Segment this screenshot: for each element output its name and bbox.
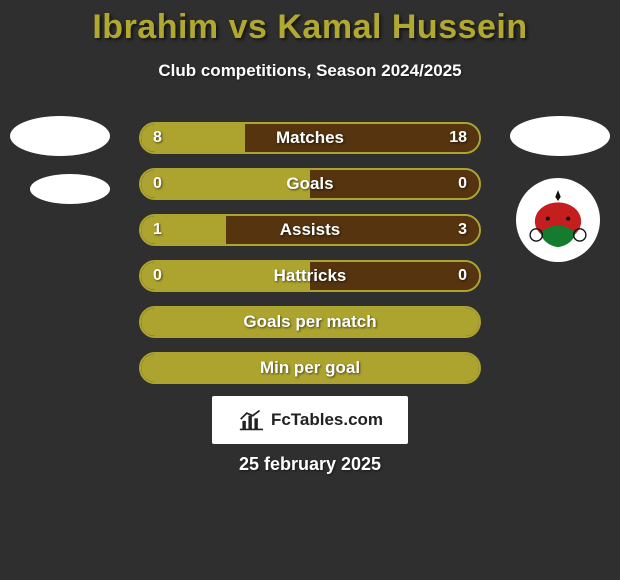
stat-row: Goals0 0 [139, 168, 481, 200]
stat-right-value: 3 [458, 216, 467, 244]
page-title: Ibrahim vs Kamal Hussein [0, 0, 620, 47]
stat-row: Min per goal [139, 352, 481, 384]
stat-left-value: 1 [153, 216, 162, 244]
club-crest-icon [524, 186, 592, 254]
player-left-avatar-placeholder [10, 116, 110, 156]
stat-right-value: 0 [458, 262, 467, 290]
stat-row: Goals per match [139, 306, 481, 338]
stat-left-value: 0 [153, 262, 162, 290]
stat-left-value: 8 [153, 124, 162, 152]
stat-label: Hattricks [141, 262, 479, 290]
stat-label: Matches [141, 124, 479, 152]
stat-label: Goals per match [141, 308, 479, 336]
stat-row: Matches8 18 [139, 122, 481, 154]
stat-row: Assists1 3 [139, 214, 481, 246]
branding-box: FcTables.com [212, 396, 408, 444]
stat-right-value: 18 [449, 124, 467, 152]
page-subtitle: Club competitions, Season 2024/2025 [0, 61, 620, 81]
stat-right-value: 0 [458, 170, 467, 198]
comparison-widget: Ibrahim vs Kamal Hussein Club competitio… [0, 0, 620, 580]
club-right-logo [516, 178, 600, 262]
footer-date: 25 february 2025 [0, 454, 620, 475]
stat-row: Hattricks0 0 [139, 260, 481, 292]
bar-chart-icon [237, 408, 265, 432]
stat-label: Assists [141, 216, 479, 244]
stat-label: Goals [141, 170, 479, 198]
branding-text: FcTables.com [271, 410, 383, 430]
player-right-avatar-placeholder [510, 116, 610, 156]
stat-bars-area: Matches818Goals00Assists13Hattricks00Goa… [139, 122, 481, 398]
stat-left-value: 0 [153, 170, 162, 198]
club-left-logo-placeholder [30, 174, 110, 204]
stat-label: Min per goal [141, 354, 479, 382]
